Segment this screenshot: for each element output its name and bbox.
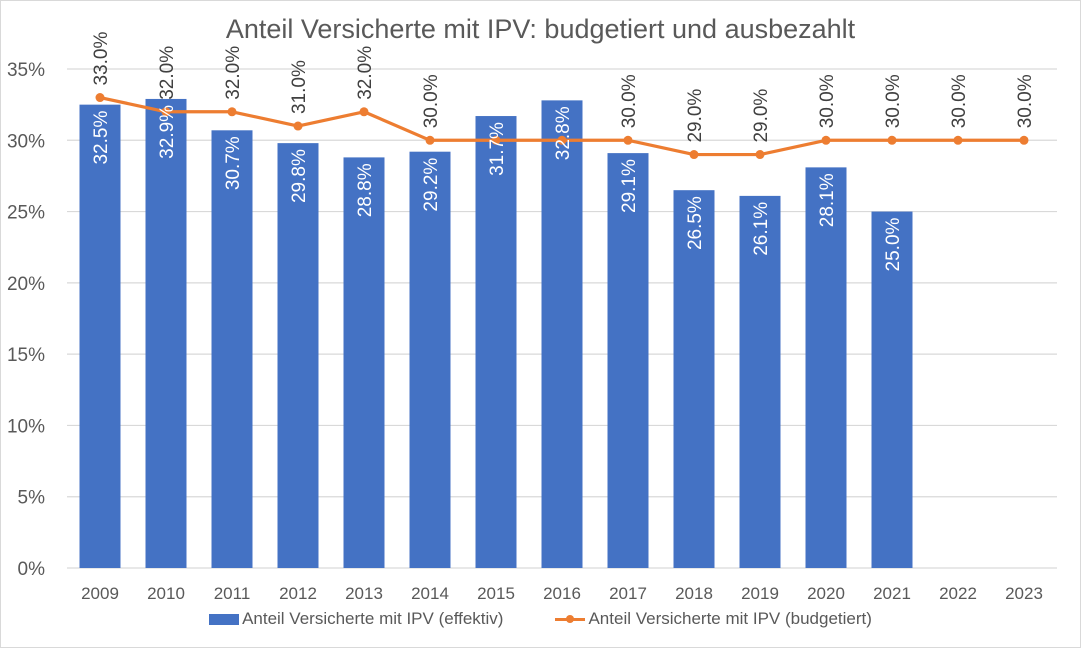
y-tick-label: 10%: [7, 416, 45, 437]
bar: [739, 195, 781, 569]
y-tick-label: 30%: [7, 131, 45, 152]
line-marker: [887, 135, 897, 145]
legend-bar-swatch-icon: [209, 613, 240, 625]
line-marker: [359, 107, 369, 117]
x-tick-label: 2009: [81, 584, 119, 603]
line-data-label: 32.0%: [223, 46, 244, 100]
x-tick-label: 2018: [675, 584, 713, 603]
y-tick-label: 15%: [7, 345, 45, 366]
bar: [409, 151, 451, 569]
line-marker: [227, 107, 237, 117]
legend-label-budgetiert: Anteil Versicherte mit IPV (budgetiert): [588, 609, 872, 628]
line-data-label: 30.0%: [883, 74, 904, 128]
bar-data-label: 29.1%: [619, 159, 640, 213]
legend-line-marker-icon: [555, 613, 586, 625]
line-data-label: 30.0%: [949, 74, 970, 128]
bar-data-label: 31.7%: [487, 122, 508, 176]
line-marker: [293, 121, 303, 131]
bar-data-label: 26.1%: [751, 202, 772, 256]
y-tick-label: 20%: [7, 274, 45, 295]
y-tick-label: 35%: [7, 60, 45, 81]
bar-data-label: 29.8%: [289, 149, 310, 203]
x-tick-label: 2014: [411, 584, 449, 603]
legend-label-effektiv: Anteil Versicherte mit IPV (effektiv): [242, 609, 504, 628]
x-tick-label: 2012: [279, 584, 317, 603]
bar: [475, 116, 517, 568]
legend-item-budgetiert[interactable]: Anteil Versicherte mit IPV (budgetiert): [555, 609, 872, 629]
bar-data-label: 32.8%: [553, 106, 574, 160]
bar: [145, 98, 187, 568]
bar: [211, 130, 253, 568]
bar: [607, 153, 649, 569]
bar: [871, 211, 913, 569]
bar: [541, 100, 583, 568]
y-axis-tick-labels: 0% 5% 10% 15% 20% 25% 30% 35%: [7, 60, 45, 580]
line-data-label: 30.0%: [619, 74, 640, 128]
x-tick-label: 2010: [147, 584, 185, 603]
line-marker: [95, 93, 105, 103]
chart-title: Anteil Versicherte mit IPV: budgetiert u…: [225, 14, 856, 44]
bar-data-label: 28.1%: [817, 173, 838, 227]
x-tick-label: 2017: [609, 584, 647, 603]
line-marker: [755, 150, 765, 160]
line-series: [95, 93, 1029, 160]
line-data-label: 31.0%: [289, 60, 310, 114]
bar-data-label: 26.5%: [685, 196, 706, 250]
bar-data-label: 30.7%: [223, 136, 244, 190]
x-tick-label: 2022: [939, 584, 977, 603]
x-tick-label: 2020: [807, 584, 845, 603]
bar-series: [79, 98, 913, 569]
line-marker: [821, 135, 831, 145]
bar-data-label: 32.5%: [91, 111, 112, 165]
bar: [277, 143, 319, 568]
x-tick-label: 2013: [345, 584, 383, 603]
line-marker: [689, 150, 699, 160]
legend: Anteil Versicherte mit IPV (effektiv) An…: [0, 609, 1081, 629]
bar: [673, 190, 715, 568]
line-data-label: 30.0%: [421, 74, 442, 128]
y-tick-label: 25%: [7, 203, 45, 224]
x-tick-label: 2015: [477, 584, 515, 603]
line-marker: [1019, 135, 1029, 145]
x-tick-label: 2023: [1005, 584, 1043, 603]
bar-data-label: 25.0%: [883, 217, 904, 271]
x-tick-label: 2019: [741, 584, 779, 603]
y-tick-label: 5%: [18, 488, 46, 509]
line-data-label: 32.0%: [157, 46, 178, 100]
line-marker: [425, 135, 435, 145]
bar: [343, 157, 385, 568]
line-marker: [953, 135, 963, 145]
bar: [805, 167, 847, 569]
line-marker: [557, 135, 567, 145]
x-tick-label: 2011: [214, 584, 251, 603]
x-tick-label: 2016: [543, 584, 581, 603]
line-data-label: 29.0%: [685, 89, 706, 143]
line-data-label: 33.0%: [91, 32, 112, 86]
line-marker: [491, 135, 501, 145]
line-data-label: 30.0%: [1015, 74, 1036, 128]
bar: [79, 104, 121, 569]
line-marker: [161, 107, 171, 117]
line-marker: [623, 135, 633, 145]
bar-data-label: 28.8%: [355, 163, 376, 217]
y-tick-label: 0%: [18, 559, 46, 580]
line-data-label: 30.0%: [817, 74, 838, 128]
bar-data-label: 29.2%: [421, 158, 442, 212]
legend-item-effektiv[interactable]: Anteil Versicherte mit IPV (effektiv): [209, 609, 503, 629]
line-data-label: 29.0%: [751, 89, 772, 143]
bar-data-label: 32.9%: [157, 105, 178, 159]
data-labels: 32.5% 32.9% 30.7% 29.8% 28.8% 29.2% 31.7% 32.8%…: [91, 32, 1036, 272]
line-data-label: 32.0%: [355, 46, 376, 100]
x-axis-tick-labels: 2009 2010 2011 2012 2013 2014 2015 2016 2017 2018…: [81, 584, 1043, 603]
x-tick-label: 2021: [873, 584, 911, 603]
